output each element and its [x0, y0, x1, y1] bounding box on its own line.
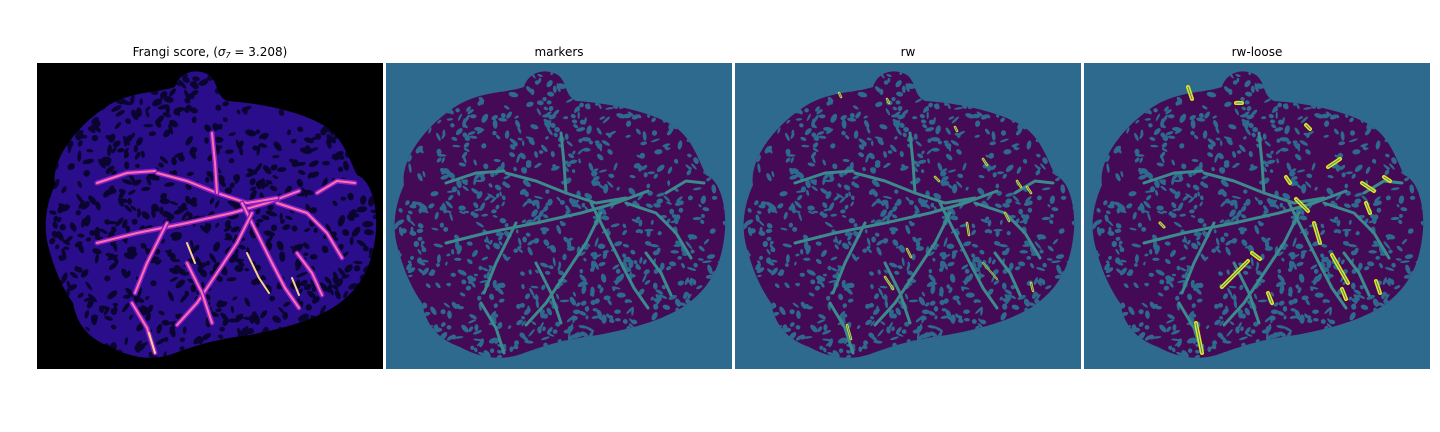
- frangi-image: [37, 63, 383, 369]
- markers-title: markers: [534, 45, 584, 59]
- rw-panel: [735, 63, 1081, 369]
- rw-image: [735, 63, 1081, 369]
- frangi-title-symbol: σ: [217, 45, 226, 59]
- frangi-title-prefix: Frangi score, (: [132, 45, 218, 59]
- frangi-title: Frangi score, (σ7 = 3.208): [37, 45, 383, 60]
- frangi-panel: [37, 63, 383, 369]
- rw-loose-title: rw-loose: [1231, 45, 1283, 59]
- markers-image: [386, 63, 732, 369]
- rw-title: rw: [900, 45, 916, 59]
- rw-loose-image: [1084, 63, 1430, 369]
- frangi-title-subscript: 7: [225, 51, 231, 60]
- markers-panel: [386, 63, 732, 369]
- frangi-title-suffix: = 3.208): [230, 45, 288, 59]
- rw-loose-panel: [1084, 63, 1430, 369]
